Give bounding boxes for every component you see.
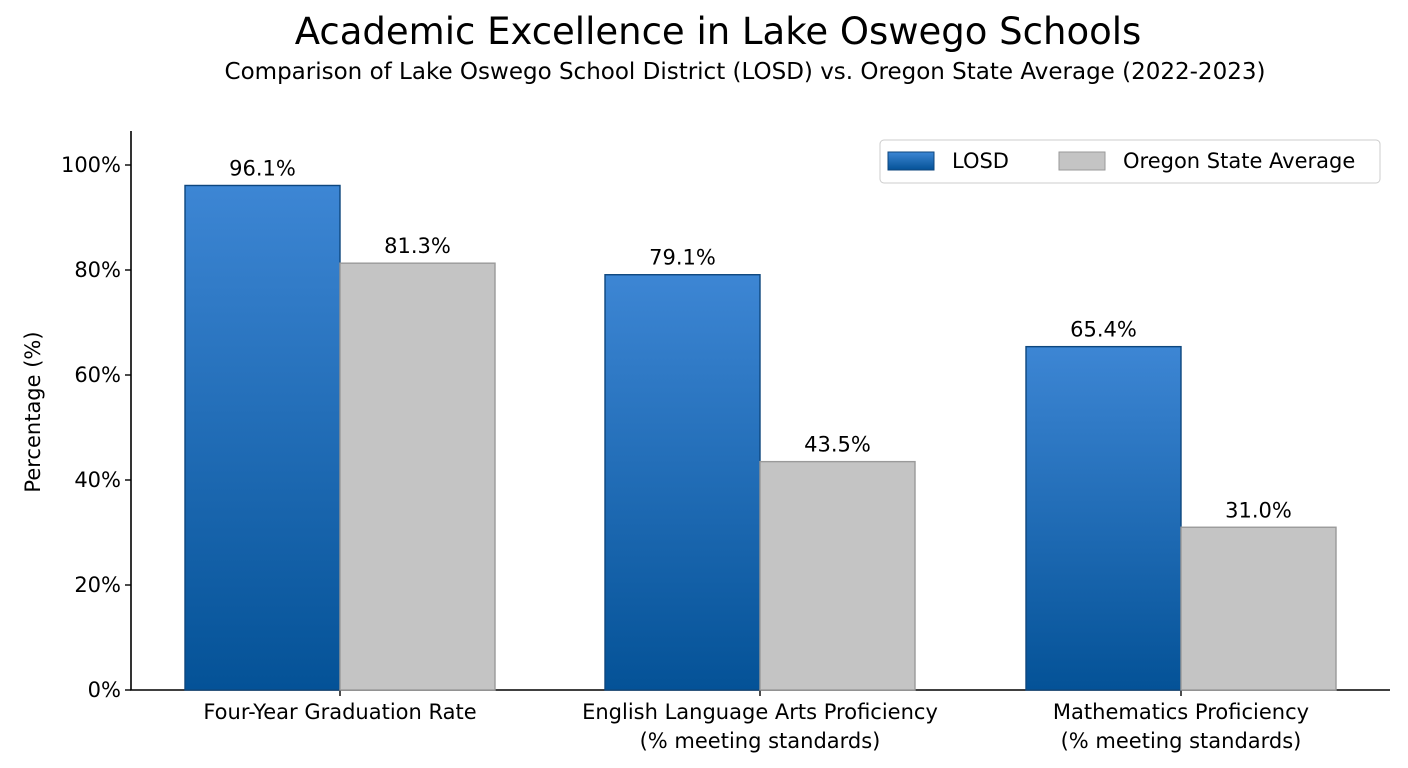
legend-swatch-oregon (1058, 151, 1106, 171)
y-tick-label: 100% (61, 153, 121, 177)
axes: 0% 20% 40% 60% 80% 100% Percentage (%) Four-Yea… (21, 131, 1390, 753)
x-tick-label: (% meeting standards) (1061, 729, 1302, 753)
x-tick-label: (% meeting standards) (640, 729, 881, 753)
data-labels: 96.1% 81.3% 79.1% 43.5% 65.4% 31.0% (229, 156, 1292, 522)
y-tick-label: 80% (74, 258, 121, 282)
y-axis-label: Percentage (%) (21, 331, 45, 492)
data-label-losd: 65.4% (1070, 318, 1137, 342)
y-tick-label: 40% (74, 468, 121, 492)
data-label-oregon: 81.3% (384, 234, 451, 258)
legend-label-losd: LOSD (952, 149, 1009, 173)
x-tick-label: Four-Year Graduation Rate (203, 700, 476, 724)
bars (184, 184, 1337, 691)
data-label-losd: 79.1% (649, 246, 716, 270)
bar-oregon-mathematics-proficiency (1180, 526, 1337, 691)
bar-oregon-english-language-arts-proficiency (759, 460, 916, 691)
data-label-losd: 96.1% (229, 156, 296, 180)
bar-losd-english-language-arts-proficiency (604, 274, 761, 691)
data-label-oregon: 43.5% (804, 433, 871, 457)
legend-label-oregon: Oregon State Average (1123, 149, 1355, 173)
bar-oregon-four-year-graduation-rate (339, 262, 496, 691)
data-label-oregon: 31.0% (1225, 498, 1292, 522)
y-tick-label: 0% (88, 678, 121, 702)
y-tick-label: 60% (74, 363, 121, 387)
bar-losd-mathematics-proficiency (1025, 345, 1182, 691)
x-tick-label: Mathematics Proficiency (1053, 700, 1309, 724)
bar-losd-four-year-graduation-rate (184, 184, 341, 691)
chart-title: Academic Excellence in Lake Oswego Schoo… (294, 10, 1142, 53)
legend: LOSD Oregon State Average (879, 139, 1381, 184)
legend-swatch-losd (887, 151, 935, 171)
legend-box (879, 139, 1381, 184)
y-tick-label: 20% (74, 573, 121, 597)
chart-subtitle: Comparison of Lake Oswego School Distric… (224, 59, 1266, 85)
x-tick-label: English Language Arts Proficiency (582, 700, 938, 724)
